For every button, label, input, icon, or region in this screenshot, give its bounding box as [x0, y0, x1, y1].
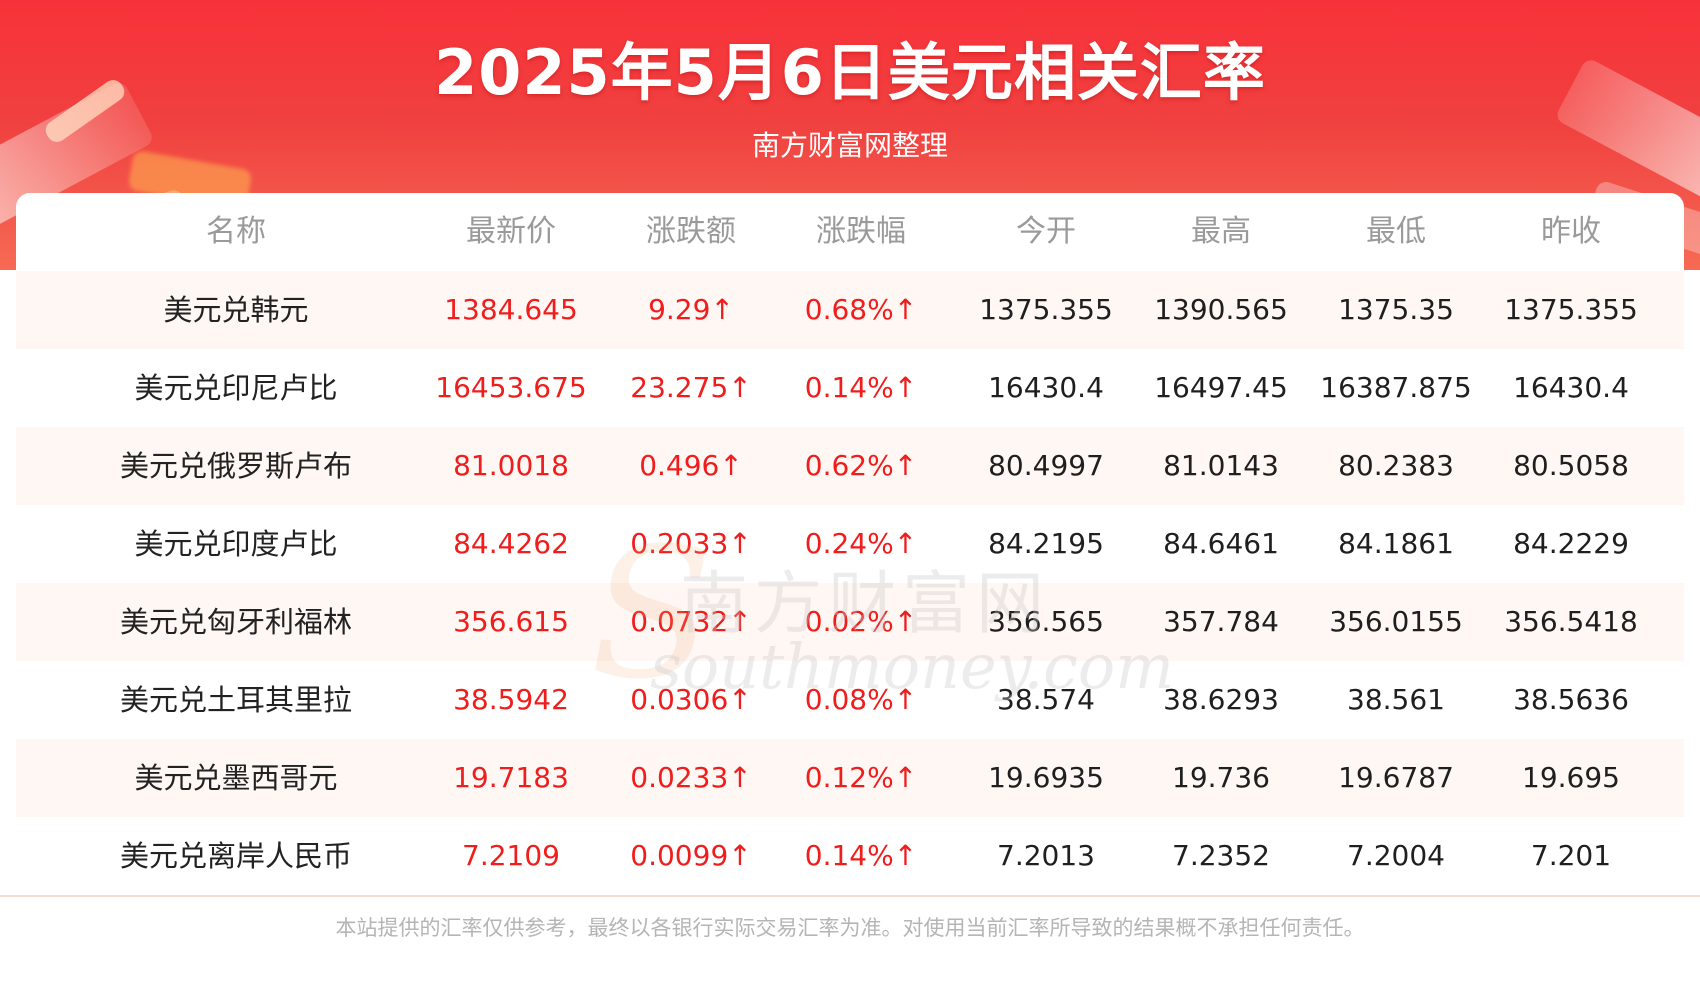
column-header-name: 名称	[206, 214, 266, 249]
prev-close-price: 19.695	[1522, 761, 1620, 794]
low-price: 80.2383	[1338, 449, 1454, 482]
latest-price: 81.0018	[453, 449, 569, 482]
latest-price: 38.5942	[453, 683, 569, 716]
change-amount: 0.2033↑	[630, 527, 752, 560]
high-price: 19.736	[1172, 761, 1270, 794]
low-price: 1375.35	[1338, 293, 1454, 326]
table-row: 美元兑匈牙利福林 356.615 0.0732↑ 0.02%↑ 356.565 …	[16, 583, 1684, 661]
column-header-change-pct: 涨跌幅	[816, 214, 906, 249]
high-price: 7.2352	[1172, 839, 1270, 872]
change-amount: 9.29↑	[648, 293, 734, 326]
latest-price: 1384.645	[444, 293, 578, 326]
prev-close-price: 80.5058	[1513, 449, 1629, 482]
open-price: 80.4997	[988, 449, 1104, 482]
change-percent: 0.24%↑	[804, 527, 918, 560]
column-header-prev-close: 昨收	[1541, 214, 1601, 249]
open-price: 7.2013	[997, 839, 1095, 872]
prev-close-price: 16430.4	[1513, 371, 1629, 404]
currency-pair-name: 美元兑墨西哥元	[134, 761, 338, 795]
low-price: 356.0155	[1329, 605, 1463, 638]
high-price: 84.6461	[1163, 527, 1279, 560]
high-price: 38.6293	[1163, 683, 1279, 716]
table-row: 美元兑离岸人民币 7.2109 0.0099↑ 0.14%↑ 7.2013 7.…	[16, 817, 1684, 895]
column-header-latest: 最新价	[466, 214, 556, 249]
table-row: 美元兑印度卢比 84.4262 0.2033↑ 0.24%↑ 84.2195 8…	[16, 505, 1684, 583]
change-amount: 0.496↑	[639, 449, 743, 482]
currency-pair-name: 美元兑土耳其里拉	[119, 683, 352, 717]
change-percent: 0.14%↑	[804, 839, 918, 872]
high-price: 16497.45	[1154, 371, 1288, 404]
latest-price: 356.615	[453, 605, 569, 638]
change-percent: 0.08%↑	[804, 683, 918, 716]
change-amount: 23.275↑	[630, 371, 752, 404]
disclaimer-text: 本站提供的汇率仅供参考，最终以各银行实际交易汇率为准。对使用当前汇率所导致的结果…	[335, 916, 1365, 940]
column-header-low: 最低	[1366, 214, 1426, 249]
change-percent: 0.62%↑	[804, 449, 918, 482]
change-percent: 0.12%↑	[804, 761, 918, 794]
change-percent: 0.02%↑	[804, 605, 918, 638]
page-title: 2025年5月6日美元相关汇率	[434, 36, 1266, 109]
low-price: 16387.875	[1320, 371, 1472, 404]
table-row: 美元兑俄罗斯卢布 81.0018 0.496↑ 0.62%↑ 80.4997 8…	[16, 427, 1684, 505]
change-amount: 0.0099↑	[630, 839, 752, 872]
change-amount: 0.0233↑	[630, 761, 752, 794]
latest-price: 84.4262	[453, 527, 569, 560]
open-price: 19.6935	[988, 761, 1104, 794]
latest-price: 7.2109	[462, 839, 560, 872]
change-amount: 0.0732↑	[630, 605, 752, 638]
footer-divider	[0, 895, 1700, 897]
high-price: 1390.565	[1154, 293, 1288, 326]
page-subtitle: 南方财富网整理	[751, 129, 948, 162]
open-price: 16430.4	[988, 371, 1104, 404]
open-price: 356.565	[988, 605, 1104, 638]
change-percent: 0.14%↑	[804, 371, 918, 404]
table-row: 美元兑韩元 1384.645 9.29↑ 0.68%↑ 1375.355 139…	[16, 271, 1684, 349]
prev-close-price: 84.2229	[1513, 527, 1629, 560]
currency-pair-name: 美元兑印尼卢比	[134, 371, 338, 405]
prev-close-price: 356.5418	[1504, 605, 1638, 638]
table-row: 美元兑印尼卢比 16453.675 23.275↑ 0.14%↑ 16430.4…	[16, 349, 1684, 427]
rates-table: 名称 最新价 涨跌额 涨跌幅 今开 最高 最低 昨收 美元兑韩元 1384.64…	[16, 193, 1684, 893]
currency-pair-name: 美元兑俄罗斯卢布	[119, 449, 352, 483]
column-header-high: 最高	[1191, 214, 1251, 249]
currency-pair-name: 美元兑印度卢比	[134, 527, 338, 561]
low-price: 84.1861	[1338, 527, 1454, 560]
low-price: 19.6787	[1338, 761, 1454, 794]
high-price: 81.0143	[1163, 449, 1279, 482]
column-header-open: 今开	[1016, 214, 1076, 249]
high-price: 357.784	[1163, 605, 1279, 638]
table-row: 美元兑土耳其里拉 38.5942 0.0306↑ 0.08%↑ 38.574 3…	[16, 661, 1684, 739]
column-header-change: 涨跌额	[646, 214, 736, 249]
open-price: 1375.355	[979, 293, 1113, 326]
latest-price: 16453.675	[435, 371, 587, 404]
prev-close-price: 38.5636	[1513, 683, 1629, 716]
change-amount: 0.0306↑	[630, 683, 752, 716]
latest-price: 19.7183	[453, 761, 569, 794]
open-price: 38.574	[997, 683, 1095, 716]
prev-close-price: 1375.355	[1504, 293, 1638, 326]
low-price: 38.561	[1347, 683, 1445, 716]
currency-pair-name: 美元兑离岸人民币	[119, 839, 352, 873]
table-row: 美元兑墨西哥元 19.7183 0.0233↑ 0.12%↑ 19.6935 1…	[16, 739, 1684, 817]
change-percent: 0.68%↑	[804, 293, 918, 326]
currency-pair-name: 美元兑韩元	[163, 293, 309, 327]
currency-pair-name: 美元兑匈牙利福林	[119, 605, 352, 639]
prev-close-price: 7.201	[1530, 839, 1612, 872]
open-price: 84.2195	[988, 527, 1104, 560]
low-price: 7.2004	[1347, 839, 1445, 872]
table-header: 名称 最新价 涨跌额 涨跌幅 今开 最高 最低 昨收	[16, 193, 1684, 271]
